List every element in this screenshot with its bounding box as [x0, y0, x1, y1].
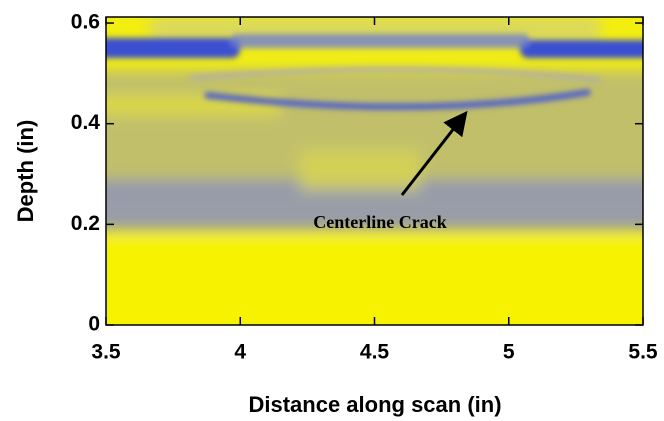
annotation-arrow: [400, 110, 468, 196]
annotation: Centerline Crack: [313, 212, 446, 232]
x-tick-label: 4.5: [360, 341, 390, 364]
y-axis-label: Depth (in): [13, 120, 38, 223]
y-tick-label: 0.4: [71, 111, 101, 134]
y-tick-label: 0: [88, 313, 100, 336]
x-tick-label: 5.5: [628, 341, 658, 364]
y-tick-label: 0.2: [71, 212, 100, 235]
y-tick-label: 0.6: [71, 11, 100, 34]
scan-image: [106, 17, 643, 325]
x-axis-label: Distance along scan (in): [248, 392, 501, 417]
x-tick-label: 3.5: [91, 341, 121, 364]
x-tick-label: 5: [503, 341, 515, 364]
x-tick-label: 4: [234, 341, 246, 364]
